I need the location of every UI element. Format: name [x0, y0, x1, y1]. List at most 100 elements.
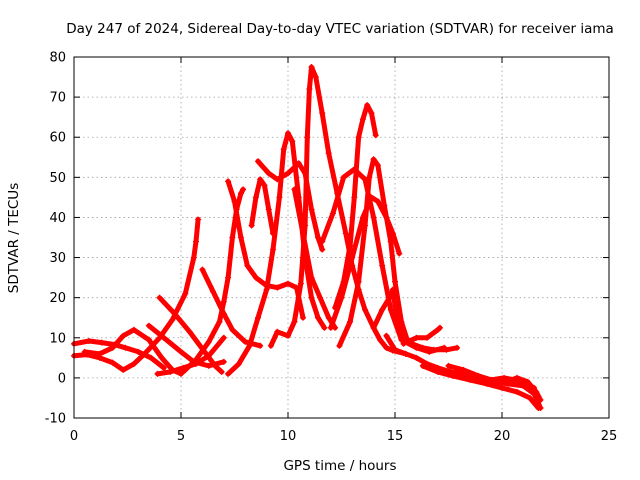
- data-point-marker: [370, 156, 377, 163]
- y-tick-label: 50: [49, 171, 66, 186]
- data-point-marker: [370, 214, 377, 221]
- y-tick-label: 80: [49, 51, 66, 66]
- data-point-marker: [160, 364, 167, 371]
- data-point-marker: [522, 380, 529, 387]
- data-point-marker: [160, 334, 167, 341]
- data-point-marker: [167, 368, 174, 375]
- data-point-marker: [319, 246, 326, 253]
- data-point-marker: [220, 298, 227, 305]
- series-trace-4: [146, 323, 227, 369]
- data-point-marker: [436, 324, 443, 331]
- data-point-marker: [308, 64, 315, 71]
- data-point-marker: [285, 280, 291, 287]
- data-point-marker: [135, 348, 142, 355]
- data-point-marker: [306, 86, 313, 93]
- y-tick-label: 30: [49, 251, 66, 266]
- data-point-marker: [274, 284, 281, 291]
- data-point-marker: [366, 174, 373, 181]
- data-point-marker: [109, 359, 116, 366]
- data-point-marker: [304, 134, 311, 141]
- y-tick-label: 0: [58, 371, 66, 386]
- data-point-marker: [274, 176, 281, 183]
- data-point-marker: [362, 306, 369, 313]
- data-point-marker: [314, 314, 321, 321]
- data-point-marker: [257, 342, 264, 349]
- data-point-marker: [387, 238, 394, 245]
- data-point-marker: [430, 346, 437, 353]
- data-point-marker: [327, 324, 334, 331]
- series-trace-14: [291, 186, 338, 331]
- data-point-marker: [229, 326, 236, 333]
- data-point-marker: [242, 338, 249, 345]
- y-tick-label: 60: [49, 131, 66, 146]
- data-point-marker: [314, 234, 321, 241]
- data-point-marker: [120, 332, 127, 339]
- data-point-marker: [237, 234, 244, 241]
- data-point-marker: [396, 250, 403, 257]
- data-point-marker: [342, 230, 349, 237]
- data-point-marker: [299, 230, 306, 237]
- data-point-marker: [434, 368, 441, 375]
- data-point-marker: [280, 146, 287, 153]
- data-point-marker: [265, 170, 272, 177]
- data-point-marker: [244, 262, 251, 269]
- data-point-marker: [205, 352, 212, 359]
- data-point-marker: [145, 336, 152, 343]
- data-point-marker: [368, 110, 375, 117]
- data-point-marker: [109, 344, 116, 351]
- data-point-marker: [178, 348, 184, 355]
- data-point-marker: [255, 158, 262, 165]
- data-point-marker: [285, 130, 291, 137]
- data-point-marker: [460, 366, 467, 373]
- data-point-marker: [336, 342, 343, 349]
- data-point-marker: [199, 266, 206, 273]
- data-point-marker: [270, 230, 277, 237]
- series-trace-5: [157, 295, 225, 375]
- data-point-marker: [372, 132, 379, 139]
- data-point-marker: [355, 134, 362, 141]
- data-point-marker: [195, 216, 202, 223]
- data-point-marker: [413, 334, 420, 341]
- data-point-marker: [454, 344, 461, 351]
- y-tick-label: 20: [49, 291, 66, 306]
- data-traces: [71, 64, 544, 411]
- data-point-marker: [246, 342, 253, 349]
- data-point-marker: [98, 339, 105, 346]
- data-point-marker: [381, 202, 388, 209]
- data-point-marker: [533, 388, 540, 395]
- chart-title: Day 247 of 2024, Sidereal Day-to-day VTE…: [66, 21, 614, 37]
- x-axis-label: GPS time / hours: [283, 458, 396, 474]
- data-point-marker: [192, 238, 199, 245]
- data-point-marker: [364, 102, 371, 109]
- data-point-marker: [329, 210, 336, 217]
- data-point-marker: [122, 344, 129, 351]
- data-point-marker: [312, 74, 319, 81]
- series-trace-8: [180, 186, 246, 375]
- data-point-marker: [216, 318, 223, 325]
- data-point-marker: [424, 334, 431, 341]
- data-point-marker: [220, 334, 227, 341]
- data-point-marker: [158, 354, 165, 361]
- data-point-marker: [419, 362, 426, 369]
- series-markers-14: [291, 186, 339, 331]
- data-point-marker: [285, 332, 291, 339]
- x-tick-label: 5: [177, 429, 185, 444]
- data-point-marker: [81, 348, 88, 355]
- data-point-marker: [317, 294, 324, 301]
- data-point-marker: [383, 332, 390, 339]
- data-point-marker: [319, 238, 326, 245]
- x-tick-label: 15: [387, 429, 404, 444]
- plot-frame: [73, 56, 610, 419]
- series-markers-6: [154, 334, 227, 377]
- data-point-marker: [252, 274, 259, 281]
- data-point-marker: [392, 278, 398, 285]
- data-point-marker: [182, 290, 189, 297]
- y-tick-label: 10: [49, 331, 66, 346]
- data-point-marker: [225, 370, 232, 377]
- data-point-marker: [291, 318, 298, 325]
- grid: [74, 57, 609, 418]
- data-point-marker: [387, 306, 394, 313]
- series-markers-9: [225, 178, 306, 321]
- data-point-marker: [340, 174, 347, 181]
- data-point-marker: [186, 328, 193, 335]
